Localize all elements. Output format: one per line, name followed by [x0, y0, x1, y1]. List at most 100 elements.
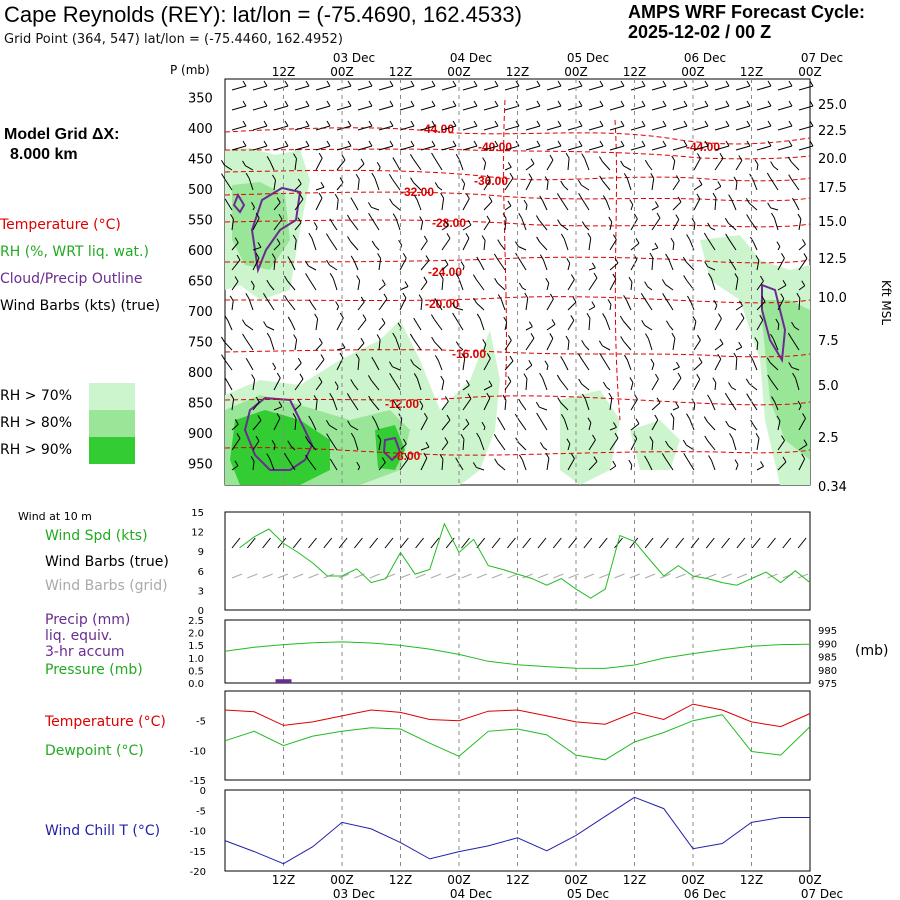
- wind-barb-staff: [399, 85, 415, 91]
- wind-barb-10m: [246, 537, 256, 549]
- wind-barb-feather: [719, 338, 724, 345]
- wind-barb-staff: [749, 398, 758, 411]
- wind-barb-feather: [698, 357, 703, 363]
- wind-barb-feather: [623, 173, 628, 179]
- wind-barb-feather: [234, 460, 239, 467]
- wind-barb-feather: [430, 314, 435, 320]
- wind-barb-staff: [252, 379, 256, 391]
- wind-barb-staff: [479, 318, 485, 331]
- wind-barb-staff: [315, 400, 318, 411]
- wind-barb-feather: [326, 100, 331, 107]
- wind-barb-feather: [738, 155, 743, 161]
- wind-barb-feather: [367, 375, 372, 381]
- wind-barb-staff: [630, 382, 634, 391]
- wind-barb-staff: [500, 422, 506, 431]
- wind-barb-staff: [412, 338, 422, 351]
- wind-barb-feather: [536, 236, 541, 243]
- wind-barb-feather: [221, 173, 225, 179]
- wind-barb-feather: [229, 295, 234, 302]
- wind-barb-staff: [357, 301, 365, 311]
- wind-speed-series: [239, 522, 811, 599]
- wind-barb-staff: [231, 300, 234, 311]
- wind-barb-feather: [661, 453, 666, 459]
- wind-barb-feather: [278, 401, 283, 407]
- wind-barb-staff: [685, 261, 695, 271]
- wind-barb-feather: [257, 415, 262, 421]
- wind-barb-feather: [578, 192, 583, 199]
- wind-barb-staff: [420, 417, 428, 431]
- wind-barb-feather: [745, 198, 750, 204]
- wind-barb-feather: [423, 452, 428, 459]
- wind-barb-feather: [523, 199, 528, 206]
- wind-barb-grid: [476, 573, 487, 579]
- wind-barb-feather: [497, 294, 502, 300]
- wind-barb-feather: [292, 413, 297, 419]
- wind-barb-staff: [483, 344, 487, 351]
- wind-barb-grid: [461, 573, 472, 579]
- wind-barb-feather: [612, 234, 617, 240]
- wind-barb-staff: [791, 179, 800, 191]
- wind-barb-staff: [546, 105, 562, 111]
- wind-barb-staff: [756, 260, 760, 271]
- wind-barb-feather: [461, 352, 466, 359]
- pressure-tick-label: 700: [188, 305, 213, 320]
- kft-tick-label: 2.5: [818, 431, 839, 446]
- wind-barb-staff: [752, 359, 758, 371]
- wind-barb-feather: [224, 377, 229, 384]
- wind-barb-staff: [567, 105, 583, 111]
- wind-barb-feather: [284, 295, 288, 301]
- wind-barb-staff: [795, 377, 800, 391]
- wind-barb-staff: [245, 324, 254, 331]
- wind-barb-staff: [462, 384, 470, 391]
- wind-barb-grid: [736, 573, 748, 579]
- wind-barb-staff: [567, 301, 577, 311]
- wind-barb-feather: [539, 195, 544, 202]
- pressure-tick-label: 800: [188, 366, 213, 381]
- wind-barb-staff: [668, 258, 674, 271]
- wind-barb-feather: [719, 152, 724, 159]
- wind-barb-staff: [273, 85, 289, 91]
- wind-barb-staff: [693, 184, 703, 191]
- wind-barb-staff: [399, 443, 407, 451]
- wind-barb-feather: [649, 252, 654, 259]
- wind-barb-feather: [599, 100, 604, 107]
- wind-barb-feather: [446, 414, 451, 421]
- wind-barb-staff: [224, 359, 233, 371]
- wind-barb-staff: [245, 338, 254, 351]
- wind-barb-staff: [248, 177, 254, 191]
- wind-barb-grid: [568, 573, 579, 579]
- wind-barb-grid: [446, 573, 457, 579]
- wind-barb-staff: [420, 446, 430, 451]
- y-tick-label: 980: [818, 666, 837, 677]
- wind-barb-staff: [525, 364, 533, 371]
- wind-barb-feather: [305, 120, 310, 127]
- wind-barb-staff: [773, 338, 779, 351]
- wind-barb-feather: [481, 421, 486, 428]
- legend-wind-chill: Wind Chill T (°C): [45, 823, 161, 839]
- wind-barb-feather: [561, 414, 565, 420]
- date-label-bottom: 03 Dec: [333, 887, 375, 900]
- wind-barb-feather: [329, 218, 334, 225]
- wind-barb-10m: [323, 537, 333, 549]
- wind-barb-feather: [557, 80, 562, 87]
- contour-label-6: -24.00: [428, 265, 462, 279]
- wind-barb-feather: [619, 315, 624, 322]
- wind-barb-feather: [746, 100, 751, 107]
- wind-barb-staff: [504, 166, 512, 171]
- wind-barb-staff: [672, 418, 675, 431]
- wind-barb-staff: [567, 340, 570, 351]
- wind-barb-feather: [371, 356, 376, 363]
- wind-barb-feather: [230, 213, 234, 220]
- wind-barb-feather: [293, 153, 297, 159]
- wind-barb-feather: [326, 80, 331, 87]
- wind-barb-grid: [247, 573, 258, 579]
- wind-barb-feather: [292, 234, 297, 241]
- kft-tick-label: 0.34: [818, 480, 847, 495]
- wind-barb-feather: [728, 194, 733, 200]
- wind-barb-feather: [738, 341, 743, 348]
- pressure-axis: 350 400 450 500 550 600 650 700 750 800 850 900 950: [188, 91, 213, 472]
- wind-barb-staff: [567, 145, 583, 151]
- wind-barb-feather: [518, 398, 523, 405]
- wind-barb-staff: [735, 346, 742, 351]
- wind-barb-feather: [251, 201, 255, 208]
